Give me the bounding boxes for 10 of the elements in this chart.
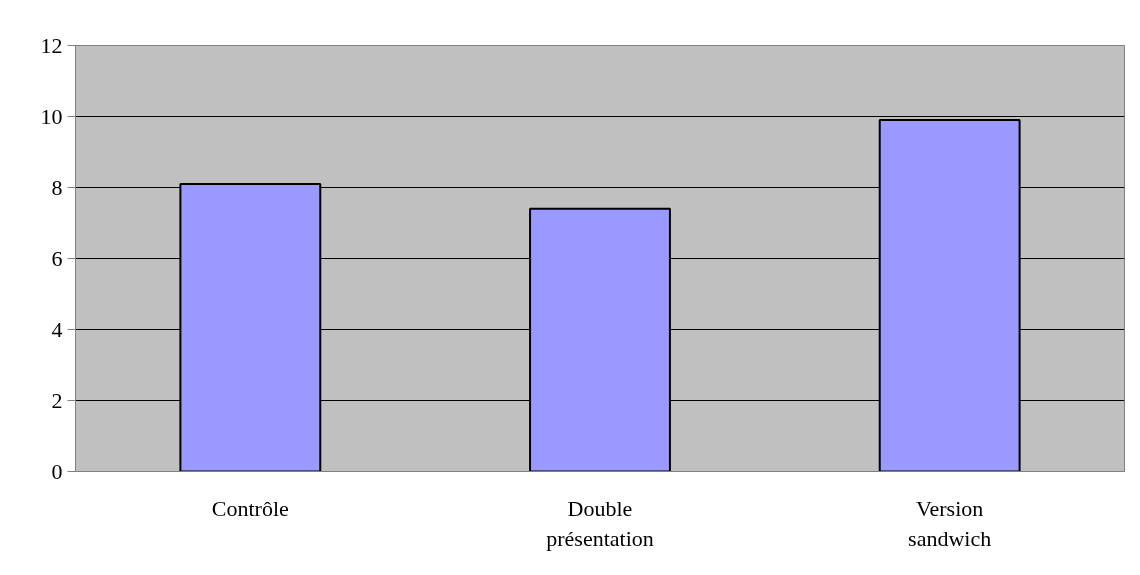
y-tick-label: 6 (51, 245, 63, 271)
y-tick-label: 2 (51, 387, 63, 413)
y-tick-label: 0 (51, 458, 63, 484)
y-tick-label: 12 (40, 32, 63, 58)
y-tick-label: 8 (51, 174, 63, 200)
x-tick-label: Version sandwich (908, 495, 992, 551)
y-tick-label: 10 (40, 103, 63, 129)
x-tick-label: Double présentation (546, 495, 654, 551)
x-tick-label: Contrôle (211, 495, 289, 521)
y-tick-label: 4 (51, 316, 63, 342)
